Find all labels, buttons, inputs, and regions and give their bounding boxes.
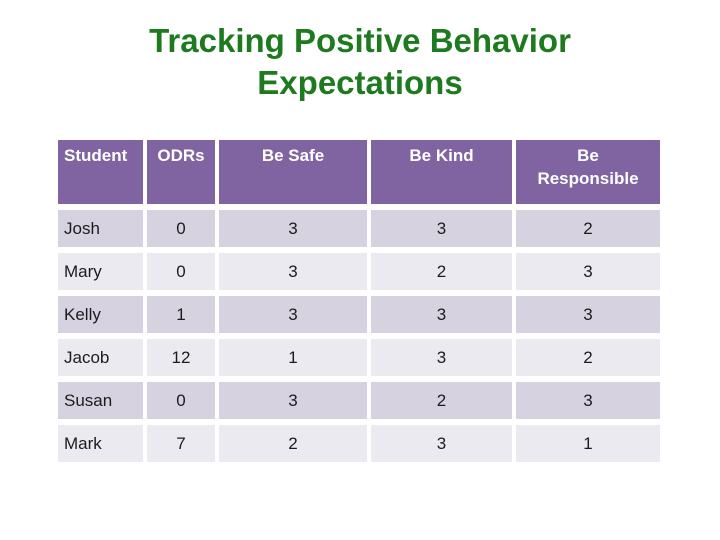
be-kind-cell: 3 [371,425,512,462]
table-row: Kelly 1 3 3 3 [58,296,660,333]
student-name-cell: Mary [58,253,143,290]
table-row: Josh 0 3 3 2 [58,210,660,247]
student-name-cell: Kelly [58,296,143,333]
be-safe-cell: 3 [219,296,367,333]
odrs-cell: 7 [147,425,215,462]
student-name-cell: Mark [58,425,143,462]
be-responsible-cell: 2 [516,210,660,247]
student-name-cell: Jacob [58,339,143,376]
be-safe-cell: 3 [219,382,367,419]
be-safe-cell: 2 [219,425,367,462]
odrs-cell: 0 [147,382,215,419]
odrs-cell: 1 [147,296,215,333]
student-name-cell: Josh [58,210,143,247]
be-responsible-cell: 3 [516,382,660,419]
be-kind-cell: 2 [371,382,512,419]
column-header-be-kind: Be Kind [371,140,512,204]
table-row: Susan 0 3 2 3 [58,382,660,419]
be-kind-cell: 3 [371,296,512,333]
page-title-line-2: Expectations [257,63,463,101]
be-responsible-cell: 2 [516,339,660,376]
column-header-be-safe: Be Safe [219,140,367,204]
odrs-cell: 12 [147,339,215,376]
odrs-cell: 0 [147,210,215,247]
be-responsible-cell: 1 [516,425,660,462]
behavior-table-container: Student ODRs Be Safe Be Kind Be Responsi… [54,134,664,468]
page-title: Tracking Positive Behavior Expectations [0,20,720,104]
table-row: Mark 7 2 3 1 [58,425,660,462]
table-header-row: Student ODRs Be Safe Be Kind Be Responsi… [58,140,660,204]
student-name-cell: Susan [58,382,143,419]
column-header-odrs: ODRs [147,140,215,204]
be-safe-cell: 3 [219,253,367,290]
be-kind-cell: 2 [371,253,512,290]
be-responsible-cell: 3 [516,253,660,290]
be-safe-cell: 1 [219,339,367,376]
column-header-student: Student [58,140,143,204]
be-responsible-cell: 3 [516,296,660,333]
be-safe-cell: 3 [219,210,367,247]
behavior-table: Student ODRs Be Safe Be Kind Be Responsi… [54,134,664,468]
table-row: Jacob 12 1 3 2 [58,339,660,376]
table-row: Mary 0 3 2 3 [58,253,660,290]
be-kind-cell: 3 [371,210,512,247]
page-title-line-1: Tracking Positive Behavior [149,22,571,59]
column-header-be-responsible: Be Responsible [516,140,660,204]
odrs-cell: 0 [147,253,215,290]
be-kind-cell: 3 [371,339,512,376]
